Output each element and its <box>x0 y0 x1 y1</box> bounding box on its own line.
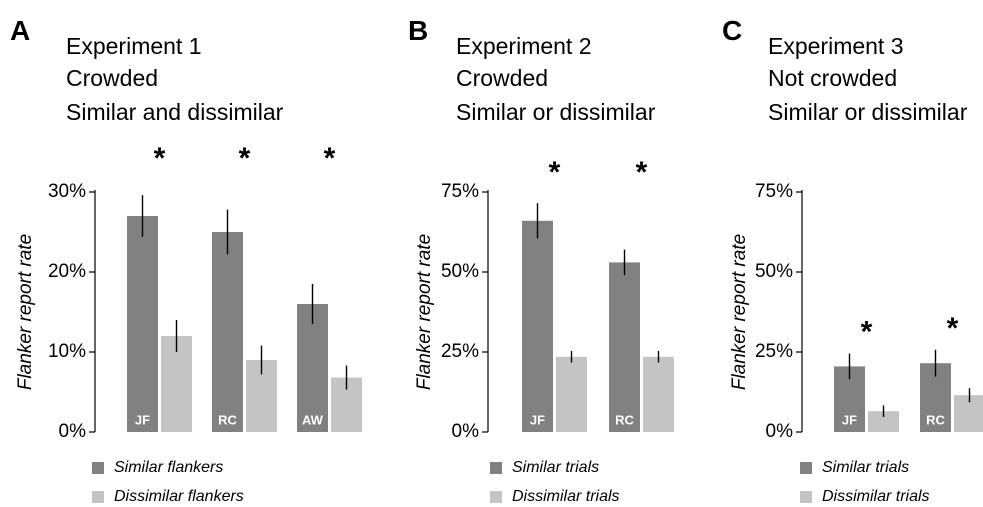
legend-swatch-dissimilar <box>490 491 502 503</box>
y-tick-label: 25% <box>441 341 479 362</box>
legend-label: Similar trials <box>512 459 599 476</box>
y-tick-label: 0% <box>766 421 794 442</box>
y-tick-label: 50% <box>755 261 793 282</box>
panel-b: B Experiment 2 Crowded Similar or dissimila… <box>408 15 674 505</box>
y-tick-label: 10% <box>48 341 86 362</box>
bar-similar <box>212 232 243 432</box>
panel-title-line: Similar and dissimilar <box>66 99 284 125</box>
legend-label: Dissimilar trials <box>822 488 930 505</box>
y-axis-label: Flanker report rate <box>414 234 435 390</box>
legend-swatch-similar <box>800 462 812 474</box>
bar-dissimilar <box>556 356 587 432</box>
y-tick-label: 30% <box>48 181 86 202</box>
legend-label: Similar flankers <box>114 459 223 476</box>
legend-label: Dissimilar trials <box>512 488 620 505</box>
y-tick-label: 0% <box>59 421 87 442</box>
y-tick-label: 25% <box>755 341 793 362</box>
category-label: RC <box>218 412 237 427</box>
category-label: JF <box>530 412 545 427</box>
bar-similar <box>127 216 158 432</box>
panel-letter: A <box>10 15 30 46</box>
bar-dissimilar <box>954 395 983 432</box>
legend-swatch-dissimilar <box>800 491 812 503</box>
significance-star: * <box>947 312 959 345</box>
bar-similar <box>609 262 640 432</box>
panel-title-line: Experiment 3 <box>768 33 904 59</box>
significance-star: * <box>861 316 873 349</box>
panel-title-line: Crowded <box>456 65 548 91</box>
category-label: JF <box>842 412 857 427</box>
category-label: JF <box>135 412 150 427</box>
panel-letter: B <box>408 15 428 46</box>
legend-label: Dissimilar flankers <box>114 488 244 505</box>
panel-title-line: Similar or dissimilar <box>768 99 968 125</box>
panel-letter: C <box>722 15 742 46</box>
panel-a: A Experiment 1 Crowded Similar and dissimil… <box>10 15 362 505</box>
significance-star: * <box>154 142 166 175</box>
category-label: RC <box>615 412 634 427</box>
significance-star: * <box>636 156 648 189</box>
y-tick-label: 0% <box>452 421 480 442</box>
legend-swatch-similar <box>490 462 502 474</box>
panel-title-line: Crowded <box>66 65 158 91</box>
bar-dissimilar <box>643 356 674 432</box>
significance-star: * <box>324 142 336 175</box>
category-label: RC <box>926 412 945 427</box>
panel-title-line: Similar or dissimilar <box>456 99 656 125</box>
y-tick-label: 75% <box>755 181 793 202</box>
panel-c: C Experiment 3 Not crowded Similar or dissi… <box>722 15 983 505</box>
legend-label: Similar trials <box>822 459 909 476</box>
y-tick-label: 50% <box>441 261 479 282</box>
bar-similar <box>297 304 328 432</box>
bar-similar <box>522 220 553 432</box>
legend-swatch-dissimilar <box>92 491 104 503</box>
category-label: AW <box>302 412 324 427</box>
y-axis-label: Flanker report rate <box>15 234 36 390</box>
y-tick-label: 20% <box>48 261 86 282</box>
panel-title-line: Experiment 2 <box>456 33 592 59</box>
panel-title-line: Experiment 1 <box>66 33 202 59</box>
y-tick-label: 75% <box>441 181 479 202</box>
panel-title-line: Not crowded <box>768 65 897 91</box>
legend-swatch-similar <box>92 462 104 474</box>
bar-dissimilar <box>868 411 899 432</box>
y-axis-label: Flanker report rate <box>729 234 750 390</box>
significance-star: * <box>549 156 561 189</box>
significance-star: * <box>239 142 251 175</box>
